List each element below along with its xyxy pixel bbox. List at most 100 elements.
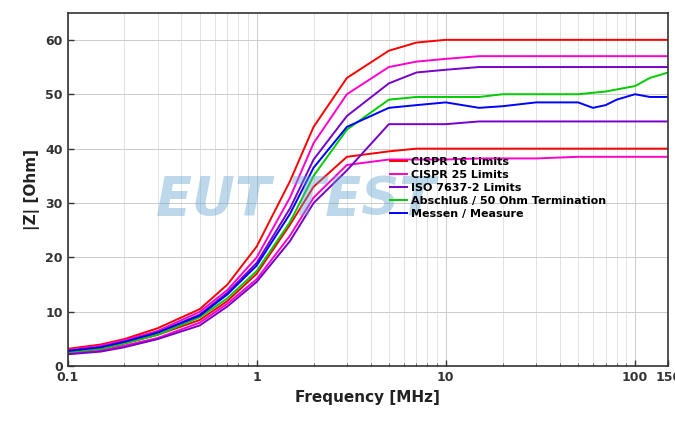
ISO 7637-2 Limits (664, 64, 672, 69)
CISPR 25 Limits (223, 288, 232, 293)
Messen / Measure (631, 92, 639, 97)
CISPR 25 Limits (286, 195, 294, 200)
CISPR 25 Limits (63, 347, 72, 352)
CISPR 25 Limits (499, 53, 507, 59)
CISPR 25 Limits (97, 343, 105, 348)
ISO 7637-2 Limits (532, 64, 540, 69)
CISPR 25 Limits (196, 309, 204, 314)
Messen / Measure (63, 349, 72, 354)
Abschluß / 50 Ohm Termination (601, 89, 610, 94)
CISPR 16 Limits (601, 37, 610, 43)
ISO 7637-2 Limits (97, 345, 105, 350)
ISO 7637-2 Limits (412, 70, 421, 75)
Messen / Measure (154, 330, 162, 335)
ISO 7637-2 Limits (343, 114, 351, 119)
Messen / Measure (223, 292, 232, 297)
CISPR 16 Limits (574, 37, 582, 43)
ISO 7637-2 Limits (385, 81, 393, 86)
ISO 7637-2 Limits (475, 64, 483, 69)
Messen / Measure (612, 97, 620, 102)
Abschluß / 50 Ohm Termination (412, 94, 421, 99)
CISPR 16 Limits (499, 37, 507, 43)
CISPR 16 Limits (385, 48, 393, 53)
CISPR 25 Limits (310, 141, 318, 146)
CISPR 25 Limits (475, 53, 483, 59)
CISPR 25 Limits (532, 53, 540, 59)
ISO 7637-2 Limits (441, 67, 450, 72)
Abschluß / 50 Ohm Termination (664, 70, 672, 75)
Abschluß / 50 Ohm Termination (532, 92, 540, 97)
Messen / Measure (196, 313, 204, 318)
Abschluß / 50 Ohm Termination (310, 173, 318, 179)
CISPR 25 Limits (441, 56, 450, 61)
Messen / Measure (532, 100, 540, 105)
Abschluß / 50 Ohm Termination (646, 75, 654, 80)
Messen / Measure (589, 105, 597, 110)
Abschluß / 50 Ohm Termination (252, 269, 261, 274)
Abschluß / 50 Ohm Termination (441, 94, 450, 99)
ISO 7637-2 Limits (120, 339, 128, 344)
Abschluß / 50 Ohm Termination (385, 97, 393, 102)
Messen / Measure (385, 105, 393, 110)
CISPR 16 Limits (196, 306, 204, 312)
Abschluß / 50 Ohm Termination (223, 296, 232, 301)
Abschluß / 50 Ohm Termination (97, 346, 105, 352)
CISPR 16 Limits (441, 37, 450, 43)
ISO 7637-2 Limits (310, 157, 318, 162)
CISPR 25 Limits (120, 338, 128, 343)
Abschluß / 50 Ohm Termination (499, 92, 507, 97)
Messen / Measure (120, 339, 128, 344)
Y-axis label: |Z| [Ohm]: |Z| [Ohm] (24, 149, 40, 230)
Abschluß / 50 Ohm Termination (196, 315, 204, 320)
CISPR 25 Limits (154, 328, 162, 333)
CISPR 16 Limits (412, 40, 421, 45)
Messen / Measure (646, 94, 654, 99)
CISPR 25 Limits (412, 59, 421, 64)
Abschluß / 50 Ohm Termination (63, 349, 72, 354)
Messen / Measure (664, 94, 672, 99)
CISPR 25 Limits (631, 53, 639, 59)
Messen / Measure (499, 104, 507, 109)
CISPR 25 Limits (664, 53, 672, 59)
CISPR 16 Limits (63, 346, 72, 352)
CISPR 16 Limits (154, 326, 162, 331)
Abschluß / 50 Ohm Termination (475, 94, 483, 99)
Messen / Measure (574, 100, 582, 105)
Abschluß / 50 Ohm Termination (120, 341, 128, 346)
CISPR 25 Limits (601, 53, 610, 59)
CISPR 16 Limits (631, 37, 639, 43)
Line: CISPR 16 Limits: CISPR 16 Limits (68, 40, 668, 349)
Messen / Measure (441, 100, 450, 105)
ISO 7637-2 Limits (196, 312, 204, 317)
Messen / Measure (343, 124, 351, 129)
ISO 7637-2 Limits (499, 64, 507, 69)
Messen / Measure (475, 105, 483, 110)
Line: Abschluß / 50 Ohm Termination: Abschluß / 50 Ohm Termination (68, 72, 668, 352)
ISO 7637-2 Limits (252, 260, 261, 265)
Abschluß / 50 Ohm Termination (286, 220, 294, 225)
Line: Messen / Measure: Messen / Measure (68, 94, 668, 351)
X-axis label: Frequency [MHz]: Frequency [MHz] (296, 390, 440, 405)
Messen / Measure (310, 165, 318, 170)
Line: CISPR 25 Limits: CISPR 25 Limits (68, 56, 668, 350)
CISPR 25 Limits (574, 53, 582, 59)
Abschluß / 50 Ohm Termination (343, 127, 351, 132)
Text: EUT TEST: EUT TEST (156, 174, 435, 226)
CISPR 16 Limits (310, 124, 318, 129)
CISPR 16 Limits (664, 37, 672, 43)
ISO 7637-2 Limits (601, 64, 610, 69)
CISPR 16 Limits (286, 179, 294, 184)
Messen / Measure (252, 263, 261, 268)
Messen / Measure (601, 103, 610, 108)
ISO 7637-2 Limits (574, 64, 582, 69)
CISPR 25 Limits (385, 64, 393, 69)
CISPR 25 Limits (252, 255, 261, 260)
Legend: CISPR 16 Limits, CISPR 25 Limits, ISO 7637-2 Limits, Abschluß / 50 Ohm Terminati: CISPR 16 Limits, CISPR 25 Limits, ISO 76… (385, 152, 611, 223)
CISPR 25 Limits (343, 92, 351, 97)
Abschluß / 50 Ohm Termination (154, 332, 162, 337)
ISO 7637-2 Limits (63, 349, 72, 354)
ISO 7637-2 Limits (631, 64, 639, 69)
ISO 7637-2 Limits (223, 290, 232, 296)
Messen / Measure (97, 345, 105, 350)
CISPR 16 Limits (97, 342, 105, 347)
